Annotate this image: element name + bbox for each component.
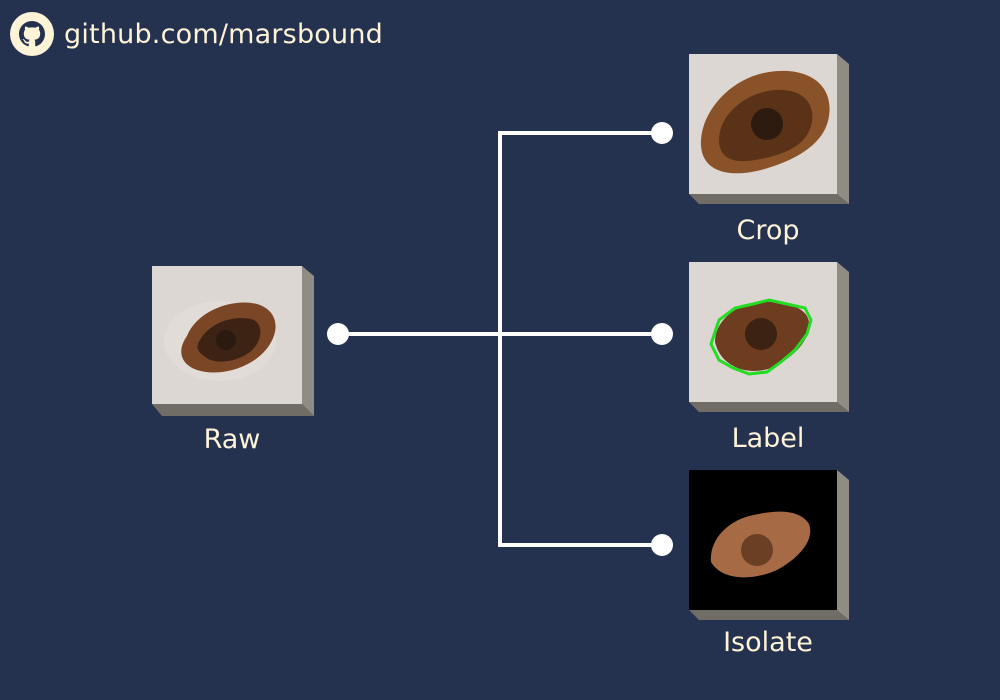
github-icon xyxy=(10,12,54,56)
raw-label: Raw xyxy=(203,424,261,455)
label-label: Label xyxy=(731,423,805,454)
raw-image-tile xyxy=(152,266,314,416)
label-input-dot xyxy=(651,323,673,345)
isolate-label: Isolate xyxy=(723,627,813,658)
crop-image-tile xyxy=(689,54,849,204)
crop-label: Crop xyxy=(736,215,800,246)
raw-output-dot xyxy=(327,323,349,345)
isolate-input-dot xyxy=(651,534,673,556)
header: github.com/marsbound xyxy=(10,12,383,56)
isolate-image-tile xyxy=(689,470,849,620)
label-image-tile xyxy=(689,262,849,412)
branch-connector xyxy=(498,131,662,547)
header-link-text[interactable]: github.com/marsbound xyxy=(64,18,383,50)
crop-input-dot xyxy=(651,122,673,144)
